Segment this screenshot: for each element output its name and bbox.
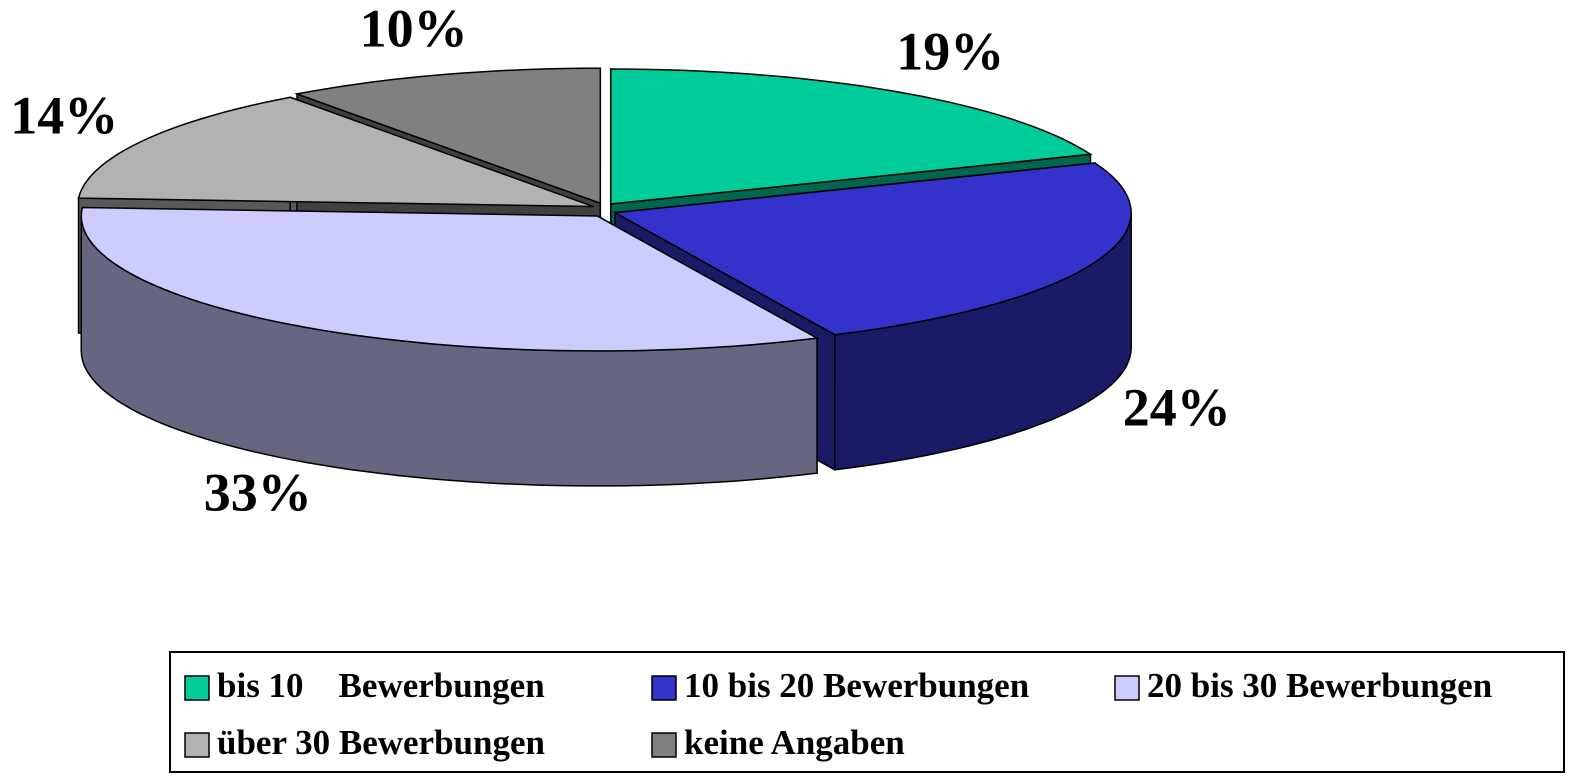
legend-label: 10 bis 20 Bewerbungen: [684, 666, 1029, 705]
legend-swatch: [184, 732, 210, 758]
legend-label: 20 bis 30 Bewerbungen: [1147, 666, 1492, 705]
legend-swatch: [184, 675, 210, 701]
data-label: 19%: [896, 21, 1004, 81]
slice-top: [612, 162, 1132, 336]
legend-label: über 30 Bewerbungen: [217, 723, 545, 762]
data-label: 24%: [1123, 377, 1231, 437]
slice-top: [294, 67, 602, 205]
labels: 19% 24% 33% 14% 10%: [10, 0, 1231, 522]
legend-label: keine Angaben: [684, 723, 905, 762]
slice-top: [609, 68, 1093, 205]
slice-top: [80, 206, 820, 352]
data-label: 33%: [204, 462, 312, 522]
data-label: 14%: [10, 85, 118, 145]
tops: [77, 67, 1132, 352]
legend-swatch: [1114, 675, 1140, 701]
legend-box: [169, 651, 1565, 773]
data-label: 10%: [360, 0, 468, 58]
legend-swatch: [651, 732, 677, 758]
legend-label: bis 10 Bewerbungen: [217, 666, 545, 705]
legend-swatch: [651, 675, 677, 701]
slice-top: [77, 96, 594, 208]
